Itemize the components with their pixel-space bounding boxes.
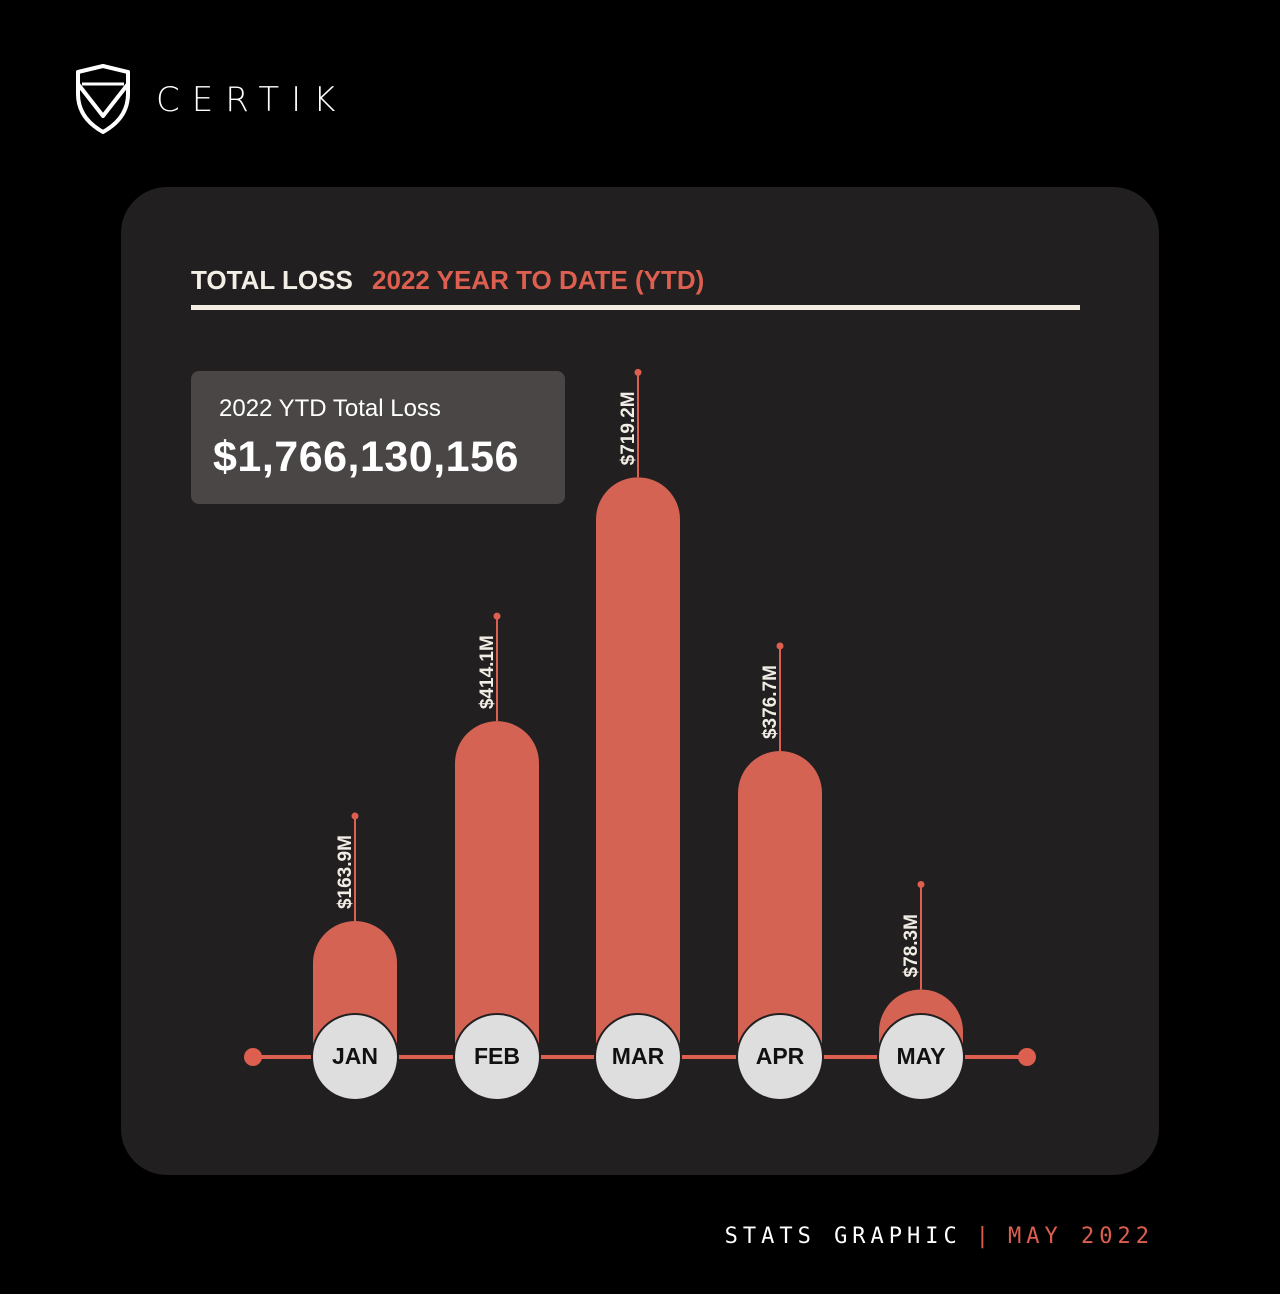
footer-right: MAY 2022 — [1008, 1224, 1154, 1249]
month-label: MAR — [612, 1043, 665, 1069]
certik-shield-icon — [76, 64, 130, 134]
leader-dot — [493, 612, 501, 620]
month-circle — [736, 1013, 824, 1101]
chart-title: TOTAL LOSS 2022 YEAR TO DATE (YTD) — [191, 265, 704, 296]
leader-dot — [634, 368, 642, 376]
chart-panel: TOTAL LOSS 2022 YEAR TO DATE (YTD) $163.… — [121, 187, 1159, 1175]
footer-separator: | — [975, 1224, 995, 1249]
value-label: $719.2M — [618, 391, 639, 465]
leader-dot — [776, 642, 784, 650]
value-label: $376.7M — [760, 665, 781, 739]
total-loss-label: 2022 YTD Total Loss — [219, 395, 441, 422]
brand: CERTIK — [72, 64, 347, 134]
chart-title-primary: TOTAL LOSS — [191, 265, 353, 295]
bar-chart: $163.9M JAN $414.1M FEB $719.2M MAR $376.7M APR… — [244, 368, 1036, 1101]
footer: STATS GRAPHIC | MAY 2022 — [725, 1224, 1154, 1249]
month-label: MAY — [897, 1043, 946, 1069]
axis-end-right — [1018, 1048, 1036, 1066]
footer-left: STATS GRAPHIC — [724, 1224, 962, 1249]
axis-end-left — [244, 1048, 262, 1066]
total-loss-value: $1,766,130,156 — [213, 433, 519, 481]
month-label: JAN — [332, 1043, 378, 1069]
month-circle — [594, 1013, 682, 1101]
bar-apr — [738, 751, 822, 1052]
month-circle — [877, 1013, 965, 1101]
chart-title-accent: 2022 YEAR TO DATE (YTD) — [372, 265, 705, 295]
bar-feb — [455, 721, 539, 1052]
month-circle — [453, 1013, 541, 1101]
month-label: FEB — [474, 1043, 520, 1069]
bar-mar — [596, 477, 680, 1052]
total-loss-card: 2022 YTD Total Loss $1,766,130,156 — [191, 371, 565, 504]
month-circle — [311, 1013, 399, 1101]
leader-dot — [351, 812, 359, 820]
title-divider — [191, 305, 1080, 310]
value-label: $78.3M — [901, 914, 922, 977]
brand-name: CERTIK — [156, 80, 348, 120]
month-label: APR — [756, 1043, 805, 1069]
value-label: $414.1M — [477, 635, 498, 709]
value-label: $163.9M — [335, 835, 356, 909]
leader-dot — [917, 880, 925, 888]
